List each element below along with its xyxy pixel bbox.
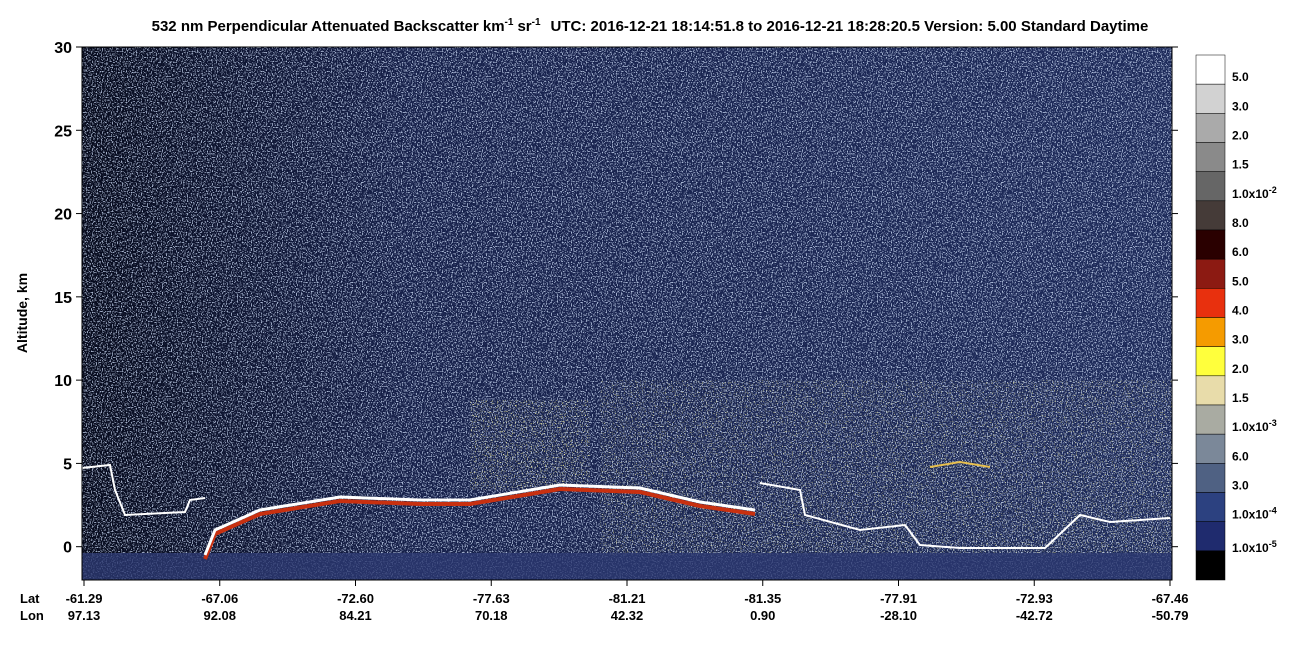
x-tick-label: -81.35 bbox=[744, 591, 781, 606]
x-tick-label: -72.60 bbox=[337, 591, 374, 606]
colorbar-label-exp: -4 bbox=[1269, 506, 1277, 516]
curtain bbox=[82, 47, 1172, 580]
x-tick-label: 70.18 bbox=[475, 608, 508, 623]
x-tick-label: -42.72 bbox=[1016, 608, 1053, 623]
y-tick-label: 15 bbox=[54, 290, 72, 307]
colorbar-swatch bbox=[1195, 492, 1226, 522]
colorbar-label: 6.0 bbox=[1232, 245, 1249, 259]
colorbar-label-text: 5.0 bbox=[1232, 274, 1249, 288]
x-row-name: Lat bbox=[20, 591, 40, 606]
colorbar-swatch bbox=[1195, 142, 1226, 172]
colorbar-label: 5.0 bbox=[1232, 274, 1249, 288]
colorbar-label-text: 2.0 bbox=[1232, 129, 1249, 143]
x-tick-label: -77.63 bbox=[473, 591, 510, 606]
x-tick-label: -81.21 bbox=[609, 591, 646, 606]
y-axis-label: Altitude, km bbox=[14, 273, 30, 353]
colorbar-label: 6.0 bbox=[1232, 449, 1249, 463]
colorbar-swatch bbox=[1195, 288, 1226, 318]
colorbar-label: 5.0 bbox=[1232, 70, 1249, 84]
colorbar-label: 1.5 bbox=[1232, 391, 1249, 405]
colorbar-label: 4.0 bbox=[1232, 304, 1249, 318]
colorbar-label-text: 1.0x10 bbox=[1232, 508, 1269, 522]
colorbar-label: 2.0 bbox=[1232, 362, 1249, 376]
colorbar-label-text: 1.0x10 bbox=[1232, 541, 1269, 555]
colorbar-label: 1.5 bbox=[1232, 158, 1249, 172]
colorbar-label: 1.0x10-2 bbox=[1232, 185, 1277, 201]
colorbar-label-text: 5.0 bbox=[1232, 70, 1249, 84]
colorbar-label: 1.0x10-5 bbox=[1232, 539, 1277, 555]
x-tick-label: -72.93 bbox=[1016, 591, 1053, 606]
colorbar-label: 3.0 bbox=[1232, 99, 1249, 113]
y-tick-label: 30 bbox=[54, 40, 72, 57]
colorbar-label-text: 6.0 bbox=[1232, 449, 1249, 463]
colorbar-swatch bbox=[1195, 375, 1226, 406]
colorbar-swatch bbox=[1195, 521, 1226, 552]
colorbar-label-text: 8.0 bbox=[1232, 216, 1249, 230]
y-tick-label: 10 bbox=[54, 373, 72, 390]
colorbar-swatch bbox=[1195, 171, 1226, 202]
x-tick-label: 0.90 bbox=[750, 608, 775, 623]
colorbar-label-text: 1.0x10 bbox=[1232, 420, 1269, 434]
colorbar-label-text: 2.0 bbox=[1232, 362, 1249, 376]
colorbar-swatch bbox=[1195, 404, 1226, 435]
y-tick-label: 25 bbox=[54, 123, 72, 140]
y-tick-label: 20 bbox=[54, 207, 72, 224]
colorbar-label: 1.0x10-3 bbox=[1232, 418, 1277, 434]
x-row-name: Lon bbox=[20, 608, 44, 623]
colorbar-label: 3.0 bbox=[1232, 479, 1249, 493]
x-tick-label: -67.46 bbox=[1152, 591, 1189, 606]
x-tick-label: 92.08 bbox=[203, 608, 236, 623]
colorbar-swatch bbox=[1195, 346, 1226, 377]
colorbar-label: 3.0 bbox=[1232, 333, 1249, 347]
colorbar-label: 2.0 bbox=[1232, 129, 1249, 143]
x-tick-label: -67.06 bbox=[201, 591, 238, 606]
colorbar-label-text: 1.5 bbox=[1232, 158, 1249, 172]
y-tick-label: 0 bbox=[63, 540, 72, 557]
colorbar-label-text: 3.0 bbox=[1232, 479, 1249, 493]
colorbar-label: 1.0x10-4 bbox=[1232, 506, 1277, 522]
colorbar-label-text: 3.0 bbox=[1232, 99, 1249, 113]
colorbar-swatch bbox=[1195, 83, 1226, 114]
colorbar-label-text: 1.5 bbox=[1232, 391, 1249, 405]
colorbar-label-text: 3.0 bbox=[1232, 333, 1249, 347]
chart-title: 532 nm Perpendicular Attenuated Backscat… bbox=[152, 17, 1149, 35]
colorbar-swatch bbox=[1195, 433, 1226, 464]
colorbar-swatch bbox=[1195, 113, 1226, 143]
x-tick-label: 97.13 bbox=[68, 608, 101, 623]
x-tick-label: -61.29 bbox=[66, 591, 103, 606]
colorbar-label-text: 1.0x10 bbox=[1232, 187, 1269, 201]
colorbar-label: 8.0 bbox=[1232, 216, 1249, 230]
y-tick-label: 5 bbox=[63, 456, 72, 473]
colorbar-swatch bbox=[1195, 258, 1226, 289]
colorbar-label-text: 6.0 bbox=[1232, 245, 1249, 259]
colorbar-swatch bbox=[1195, 229, 1226, 260]
colorbar-swatch bbox=[1195, 200, 1226, 231]
colorbar-swatch bbox=[1195, 54, 1226, 85]
colorbar-swatch bbox=[1195, 463, 1226, 493]
colorbar-swatch bbox=[1195, 317, 1226, 347]
colorbar-label-exp: -5 bbox=[1269, 539, 1277, 549]
x-tick-label: -50.79 bbox=[1152, 608, 1189, 623]
x-tick-label: 84.21 bbox=[339, 608, 372, 623]
colorbar-label-exp: -2 bbox=[1269, 185, 1277, 195]
colorbar-swatch bbox=[1195, 550, 1226, 581]
colorbar-label-text: 4.0 bbox=[1232, 304, 1249, 318]
x-tick-label: -28.10 bbox=[880, 608, 917, 623]
x-tick-label: -77.91 bbox=[880, 591, 917, 606]
colorbar-label-exp: -3 bbox=[1269, 418, 1277, 428]
x-tick-label: 42.32 bbox=[611, 608, 644, 623]
